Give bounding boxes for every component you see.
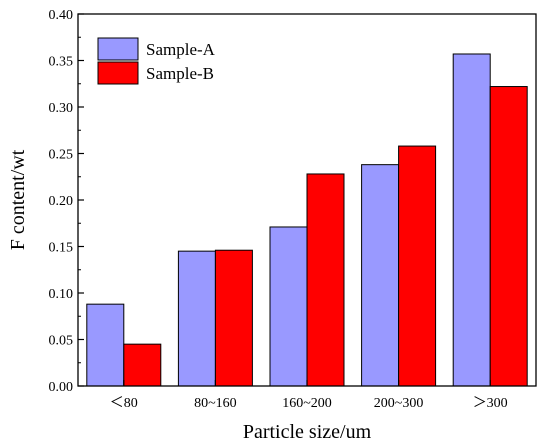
y-tick-label-1: 0.05 — [49, 334, 74, 349]
y-tick-label-2: 0.10 — [49, 287, 74, 302]
bar-sample-b-2 — [306, 173, 345, 387]
x-tick-label-2: 160~200 — [282, 396, 332, 411]
y-tick-label-4: 0.20 — [49, 194, 74, 209]
bar-sample-b-1 — [214, 249, 253, 387]
x-tick-label-3: 200~300 — [374, 396, 424, 411]
x-tick-label-1: 80~160 — [194, 396, 237, 411]
bar-sample-a-4 — [452, 53, 491, 387]
y-tick-label-8: 0.40 — [49, 8, 74, 23]
y-axis-title: F content/wt — [7, 149, 29, 250]
x-axis-title: Particle size/um — [243, 421, 372, 443]
bar-sample-a-0 — [86, 303, 125, 387]
x-tick-label-4: ＞300 — [473, 396, 508, 411]
y-tick-label-3: 0.15 — [49, 241, 74, 256]
y-tick-label-0: 0.00 — [49, 380, 74, 395]
y-tick-label-6: 0.30 — [49, 101, 74, 116]
legend-label-0: Sample-A — [146, 40, 216, 59]
plot-area: 0.00 0.05 0.10 0.15 0.20 0.25 0.30 0.35 0.40 ＜80 8… — [49, 8, 537, 411]
bar-sample-a-2 — [269, 226, 308, 387]
bar-sample-a-3 — [361, 164, 400, 387]
bar-sample-a-1 — [177, 250, 216, 387]
legend-label-1: Sample-B — [146, 64, 214, 83]
bar-sample-b-3 — [398, 145, 437, 387]
legend-swatch-1 — [97, 61, 139, 85]
x-tick-label-0: ＜80 — [110, 396, 138, 411]
bar-sample-b-4 — [489, 86, 528, 387]
bar-sample-b-0 — [123, 343, 162, 387]
y-tick-label-7: 0.35 — [49, 55, 74, 70]
legend-swatch-0 — [97, 37, 139, 61]
y-tick-label-5: 0.25 — [49, 148, 74, 163]
